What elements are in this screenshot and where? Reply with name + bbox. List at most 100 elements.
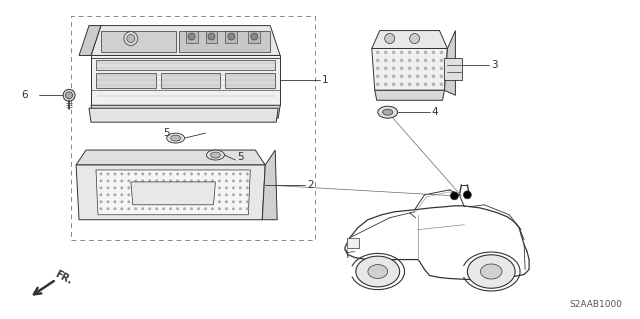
Polygon shape [248,31,260,42]
Circle shape [440,83,443,86]
Circle shape [121,194,123,196]
Circle shape [163,201,165,203]
Circle shape [148,187,151,189]
Circle shape [463,191,471,199]
Polygon shape [481,264,502,279]
Bar [96,60,275,70]
Circle shape [440,51,443,54]
Circle shape [246,173,248,175]
Bar [347,238,359,248]
Circle shape [190,201,193,203]
Bar [96,73,156,88]
Circle shape [246,187,248,189]
Circle shape [211,180,214,182]
Circle shape [156,187,158,189]
Circle shape [432,75,435,78]
Circle shape [232,187,235,189]
Circle shape [246,180,248,182]
Bar [161,73,220,88]
Circle shape [163,173,165,175]
Circle shape [424,75,427,78]
Ellipse shape [171,135,180,141]
Circle shape [121,201,123,203]
Circle shape [163,194,165,196]
Circle shape [416,75,419,78]
Circle shape [107,201,109,203]
Ellipse shape [211,152,220,158]
Bar [444,58,462,80]
Circle shape [134,208,137,210]
Circle shape [127,180,130,182]
Circle shape [127,194,130,196]
Circle shape [163,187,165,189]
Circle shape [170,173,172,175]
Circle shape [148,201,151,203]
Circle shape [188,33,195,40]
Circle shape [141,201,144,203]
Circle shape [134,180,137,182]
Circle shape [127,173,130,175]
Circle shape [197,194,200,196]
Circle shape [232,201,235,203]
Polygon shape [262,150,277,220]
Circle shape [114,187,116,189]
Circle shape [107,194,109,196]
Circle shape [225,208,228,210]
Circle shape [134,187,137,189]
Circle shape [225,173,228,175]
Polygon shape [91,105,280,118]
Circle shape [424,59,427,62]
Circle shape [204,187,207,189]
Circle shape [376,83,380,86]
Ellipse shape [166,133,184,143]
Circle shape [400,83,403,86]
Circle shape [440,59,443,62]
Circle shape [197,208,200,210]
Circle shape [170,187,172,189]
Circle shape [177,187,179,189]
Circle shape [177,173,179,175]
Circle shape [127,201,130,203]
Circle shape [163,180,165,182]
Polygon shape [368,265,388,278]
Circle shape [232,180,235,182]
Circle shape [208,33,215,40]
Circle shape [408,67,411,70]
Circle shape [416,67,419,70]
Circle shape [156,201,158,203]
Circle shape [246,208,248,210]
Circle shape [440,67,443,70]
Circle shape [121,173,123,175]
Circle shape [400,75,403,78]
Circle shape [211,173,214,175]
Circle shape [451,192,458,200]
Polygon shape [356,256,399,287]
Circle shape [218,201,221,203]
Circle shape [416,51,419,54]
Circle shape [170,208,172,210]
Circle shape [432,67,435,70]
Circle shape [225,187,228,189]
Circle shape [211,201,214,203]
Circle shape [184,187,186,189]
Circle shape [211,194,214,196]
Circle shape [218,208,221,210]
Bar [173,136,179,140]
Polygon shape [101,31,175,52]
Circle shape [376,59,380,62]
Circle shape [121,187,123,189]
Circle shape [184,194,186,196]
Circle shape [156,194,158,196]
Circle shape [392,51,395,54]
Circle shape [225,180,228,182]
Circle shape [424,51,427,54]
Circle shape [100,180,102,182]
Circle shape [197,187,200,189]
Circle shape [121,208,123,210]
Circle shape [100,194,102,196]
Circle shape [190,208,193,210]
Circle shape [408,51,411,54]
Circle shape [197,201,200,203]
Circle shape [218,187,221,189]
Circle shape [239,208,241,210]
